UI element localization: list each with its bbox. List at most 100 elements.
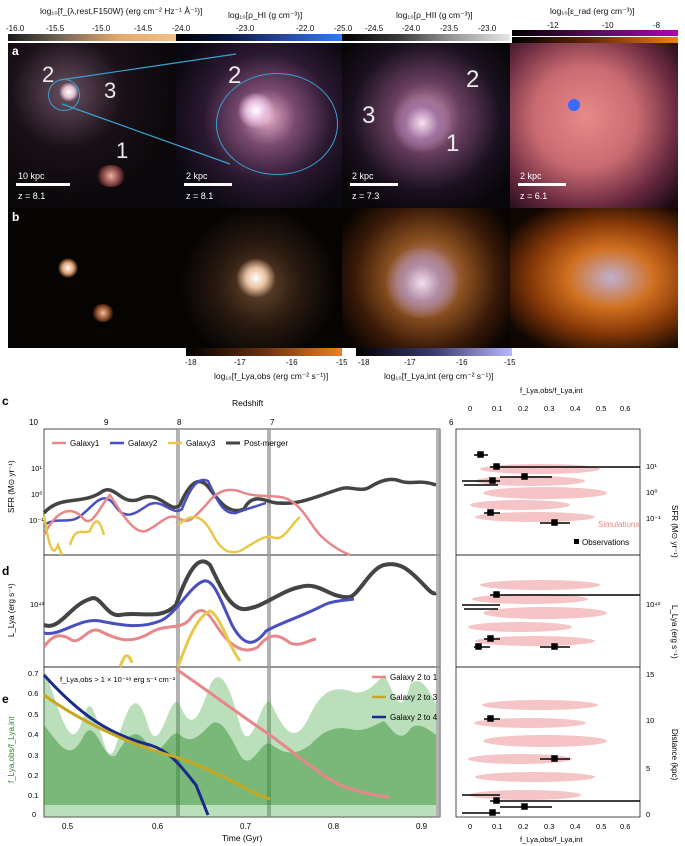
plot-mark	[521, 473, 528, 480]
colorbar-label-lya-obs: log₁₀[f_Lya,obs (erg cm⁻² s⁻¹)]	[214, 371, 329, 381]
galaxy-label: 3	[362, 102, 376, 129]
panel-letter-b: b	[12, 210, 20, 224]
legend-post-merger: Post-merger	[244, 439, 288, 448]
tick: -16	[456, 358, 468, 367]
galaxy-label: 2	[42, 62, 55, 87]
y-tick: 0.2	[28, 771, 38, 780]
tick: -10	[602, 21, 614, 30]
right-top-axis-label: f_Lya,obs/f_Lya,int	[520, 386, 583, 395]
plot-mark	[482, 700, 598, 710]
plot-mark	[477, 451, 484, 458]
galaxy-label: 2	[466, 66, 480, 93]
plot-mark	[470, 500, 570, 510]
right-top-tick: 0.2	[518, 404, 528, 413]
y-tick: 0.1	[28, 791, 38, 800]
plot-mark	[474, 718, 586, 728]
plot-mark	[475, 512, 595, 522]
tick: -23.0	[478, 24, 497, 33]
y-tick: 0.7	[28, 669, 38, 678]
y-tick: 10⁰	[31, 490, 42, 499]
image-panel-b1	[8, 208, 176, 348]
right-y-label-c: SFR (M⊙ yr⁻¹)	[670, 505, 679, 558]
y-axis-label-e: f_Lya,obs/f_Lya,int	[7, 716, 16, 783]
post-merger-line	[42, 477, 437, 515]
tick: -18	[185, 358, 197, 367]
right-y-tick: 10⁴³	[646, 600, 661, 609]
tick: -8	[653, 21, 661, 30]
galaxy-label: 3	[104, 78, 117, 103]
tick: -23.5	[440, 24, 459, 33]
galaxy2-line	[43, 579, 355, 644]
colorbar-label-rhohii: log₁₀[ρ_HII (g cm⁻³)]	[396, 10, 473, 20]
plot-mark	[551, 519, 558, 526]
tick: -16	[286, 358, 298, 367]
scale-label: 2 kpc	[352, 171, 374, 181]
tick: -18	[358, 358, 370, 367]
tick: -25.0	[334, 24, 353, 33]
right-x-tick: 0.2	[518, 822, 528, 831]
galaxy1-line	[42, 609, 317, 652]
right-y-tick: 10⁰	[646, 488, 657, 497]
legend-galaxy-2-to-4: Galaxy 2 to 4	[390, 713, 438, 722]
annotation-flux-threshold: f_Lya,obs > 1 × 10⁻¹⁸ erg s⁻¹ cm⁻²	[60, 675, 176, 684]
simulation-violins	[468, 464, 607, 800]
y-tick: 0.5	[28, 710, 38, 719]
image-panel-b4	[510, 208, 678, 348]
image-panel-b2	[176, 208, 342, 348]
merger-marker	[267, 429, 271, 817]
right-y-tick: 10⁻¹	[646, 514, 661, 523]
plot-mark	[574, 539, 579, 544]
right-y-tick: 0	[646, 810, 650, 819]
plot-mark	[487, 635, 494, 642]
plot-mark	[480, 580, 600, 590]
galaxy-label: 1	[446, 130, 460, 157]
colorbar-lya-int	[356, 348, 512, 356]
y-tick: 0.6	[28, 689, 38, 698]
scale-label: 2 kpc	[520, 171, 542, 181]
right-top-tick: 0.4	[570, 404, 580, 413]
tick: -17	[404, 358, 416, 367]
right-x-tick: 0.5	[596, 822, 606, 831]
plot-mark	[475, 772, 595, 782]
galaxy-2-to-4-line	[42, 673, 210, 816]
x-tick: 0.8	[328, 822, 340, 831]
merger-marker	[436, 429, 440, 817]
plot-mark	[493, 591, 500, 598]
tick: -14.5	[134, 24, 153, 33]
colorbar-rhohi	[176, 34, 342, 41]
right-x-tick: 0.6	[620, 822, 630, 831]
zoom-circle	[216, 73, 338, 175]
x-tick: 0.5	[62, 822, 74, 831]
image-panel-b3	[342, 208, 510, 348]
plot-mark	[59, 53, 237, 81]
colorbar-label-f150w: log₁₀[f_{λ,rest,F150W} (erg cm⁻² Hz⁻¹ Å⁻…	[40, 6, 203, 16]
y-tick: 10¹	[31, 464, 42, 473]
plot-mark	[487, 715, 494, 722]
right-y-label-e: Distance (kpc)	[670, 729, 679, 780]
scale-label: 10 kpc	[18, 171, 45, 181]
redshift-label: z = 6.1	[520, 191, 548, 201]
colorbar-label-erad: log₁₀[ε_rad (erg cm⁻³)]	[550, 6, 635, 16]
x-tick: 0.7	[240, 822, 252, 831]
right-y-tick: 10¹	[646, 462, 657, 471]
colorbar-erad-2	[512, 37, 678, 43]
right-y-tick: 15	[646, 670, 654, 679]
redshift-tick: 9	[104, 418, 109, 427]
time-series-plots: c d e Redshift 10 9 8 7 6 Galaxy1 Galaxy…	[2, 386, 679, 844]
right-top-tick: 0	[468, 404, 472, 413]
galaxy-2-to-1-line	[175, 667, 391, 799]
right-y-tick: 10	[646, 716, 654, 725]
plot-mark	[468, 754, 572, 764]
panel-letter-c: c	[2, 394, 9, 408]
colorbar-label-rhohi: log₁₀[ρ_HI (g cm⁻³)]	[228, 10, 303, 20]
right-x-tick: 0.4	[570, 822, 580, 831]
plot-mark	[493, 797, 500, 804]
legend-galaxy1: Galaxy1	[70, 439, 100, 448]
image-panel-a2	[176, 43, 342, 208]
galaxy2-line	[43, 478, 267, 527]
x-tick: 0.9	[416, 822, 428, 831]
plot-mark	[472, 594, 588, 604]
right-x-tick: 0.1	[492, 822, 502, 831]
legend-galaxy-2-to-1: Galaxy 2 to 1	[390, 673, 438, 682]
